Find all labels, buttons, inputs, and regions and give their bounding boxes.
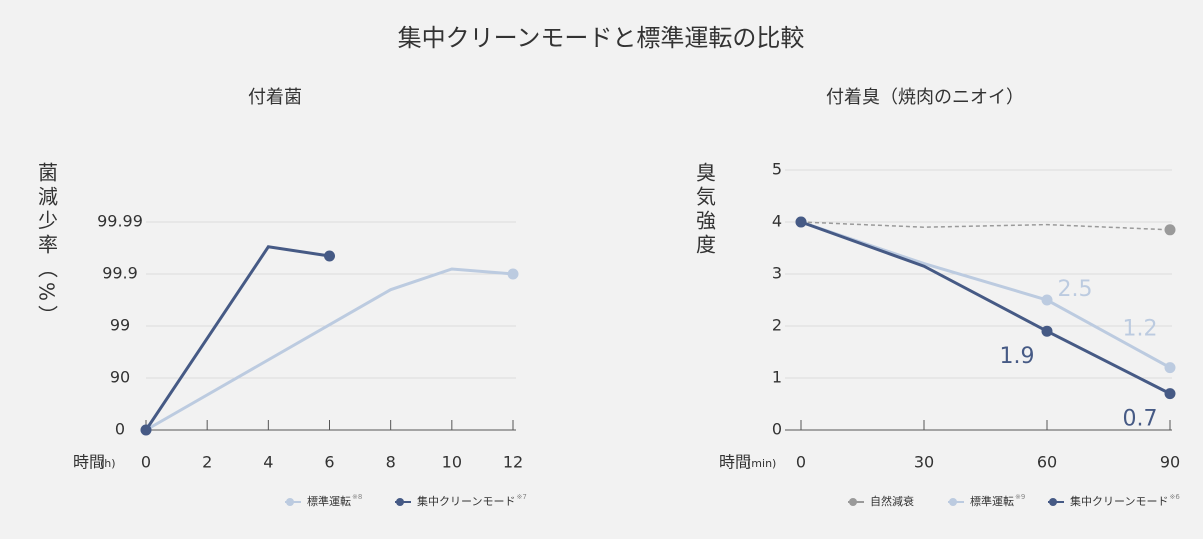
page-title: 集中クリーンモードと標準運転の比較 [398, 24, 805, 52]
legend-label: 集中クリーンモード [417, 494, 515, 508]
y-tick-label: 99.9 [102, 264, 138, 283]
series-line [144, 245, 330, 431]
y-tick-label: 3 [772, 264, 782, 283]
series-line [145, 267, 514, 432]
y-tick-label: 5 [772, 160, 782, 179]
series-line [800, 220, 1171, 369]
legend-label: 集中クリーンモード [1070, 494, 1168, 508]
x-tick-label: 2 [202, 453, 212, 472]
y-tick-label: 0 [115, 420, 125, 439]
data-point [1041, 294, 1053, 306]
data-point [795, 216, 807, 228]
x-axis-unit: (h) [100, 457, 116, 470]
legend-label: 自然減衰 [870, 494, 914, 508]
legend-dot [949, 498, 957, 506]
data-point [1164, 224, 1176, 236]
x-axis-label: 時間 [719, 453, 751, 472]
chart-title: 付着臭（焼肉のニオイ） [826, 87, 1024, 108]
x-tick-label: 4 [263, 453, 273, 472]
series-line [800, 220, 1171, 395]
legend-dot [1049, 498, 1057, 506]
legend-note: ※6 [1169, 493, 1180, 501]
data-point [140, 424, 152, 436]
y-axis-label: 臭気強度 [693, 162, 717, 258]
value-label: 0.7 [1123, 407, 1158, 432]
x-tick-label: 0 [796, 453, 806, 472]
x-tick-label: 10 [442, 453, 462, 472]
y-tick-label: 0 [772, 420, 782, 439]
x-tick-label: 30 [914, 453, 934, 472]
data-point [507, 268, 519, 280]
y-tick-label: 1 [772, 368, 782, 387]
data-point [1041, 325, 1053, 337]
legend-note: ※7 [516, 493, 526, 501]
y-tick-label: 90 [110, 368, 130, 387]
data-point [324, 250, 335, 262]
x-tick-label: 60 [1037, 453, 1057, 472]
legend-dot [396, 498, 404, 506]
x-tick-label: 6 [324, 453, 334, 472]
x-tick-label: 0 [141, 453, 151, 472]
legend-note: ※9 [1015, 493, 1025, 501]
x-tick-label: 12 [503, 453, 523, 472]
x-tick-label: 90 [1160, 453, 1180, 472]
legend-dot [286, 498, 294, 506]
legend-label: 標準運転 [307, 494, 351, 508]
value-label: 2.5 [1058, 277, 1093, 302]
legend-label: 標準運転 [970, 494, 1014, 508]
x-tick-label: 8 [386, 453, 396, 472]
y-tick-label: 99.99 [97, 212, 143, 231]
value-label: 1.2 [1123, 317, 1158, 342]
y-axis-label: 菌減少率（%） [35, 162, 59, 329]
y-tick-label: 2 [772, 316, 782, 335]
data-point [1164, 362, 1176, 374]
x-axis-unit: (min) [747, 457, 776, 470]
data-point [1164, 388, 1176, 400]
legend-dot [849, 498, 857, 506]
chart-title: 付着菌 [248, 87, 302, 108]
value-label: 1.9 [1000, 344, 1035, 369]
x-axis-label: 時間 [73, 453, 105, 472]
y-tick-label: 99 [110, 316, 130, 335]
series-line [800, 221, 1171, 231]
legend-note: ※8 [352, 493, 362, 501]
y-tick-label: 4 [772, 212, 782, 231]
